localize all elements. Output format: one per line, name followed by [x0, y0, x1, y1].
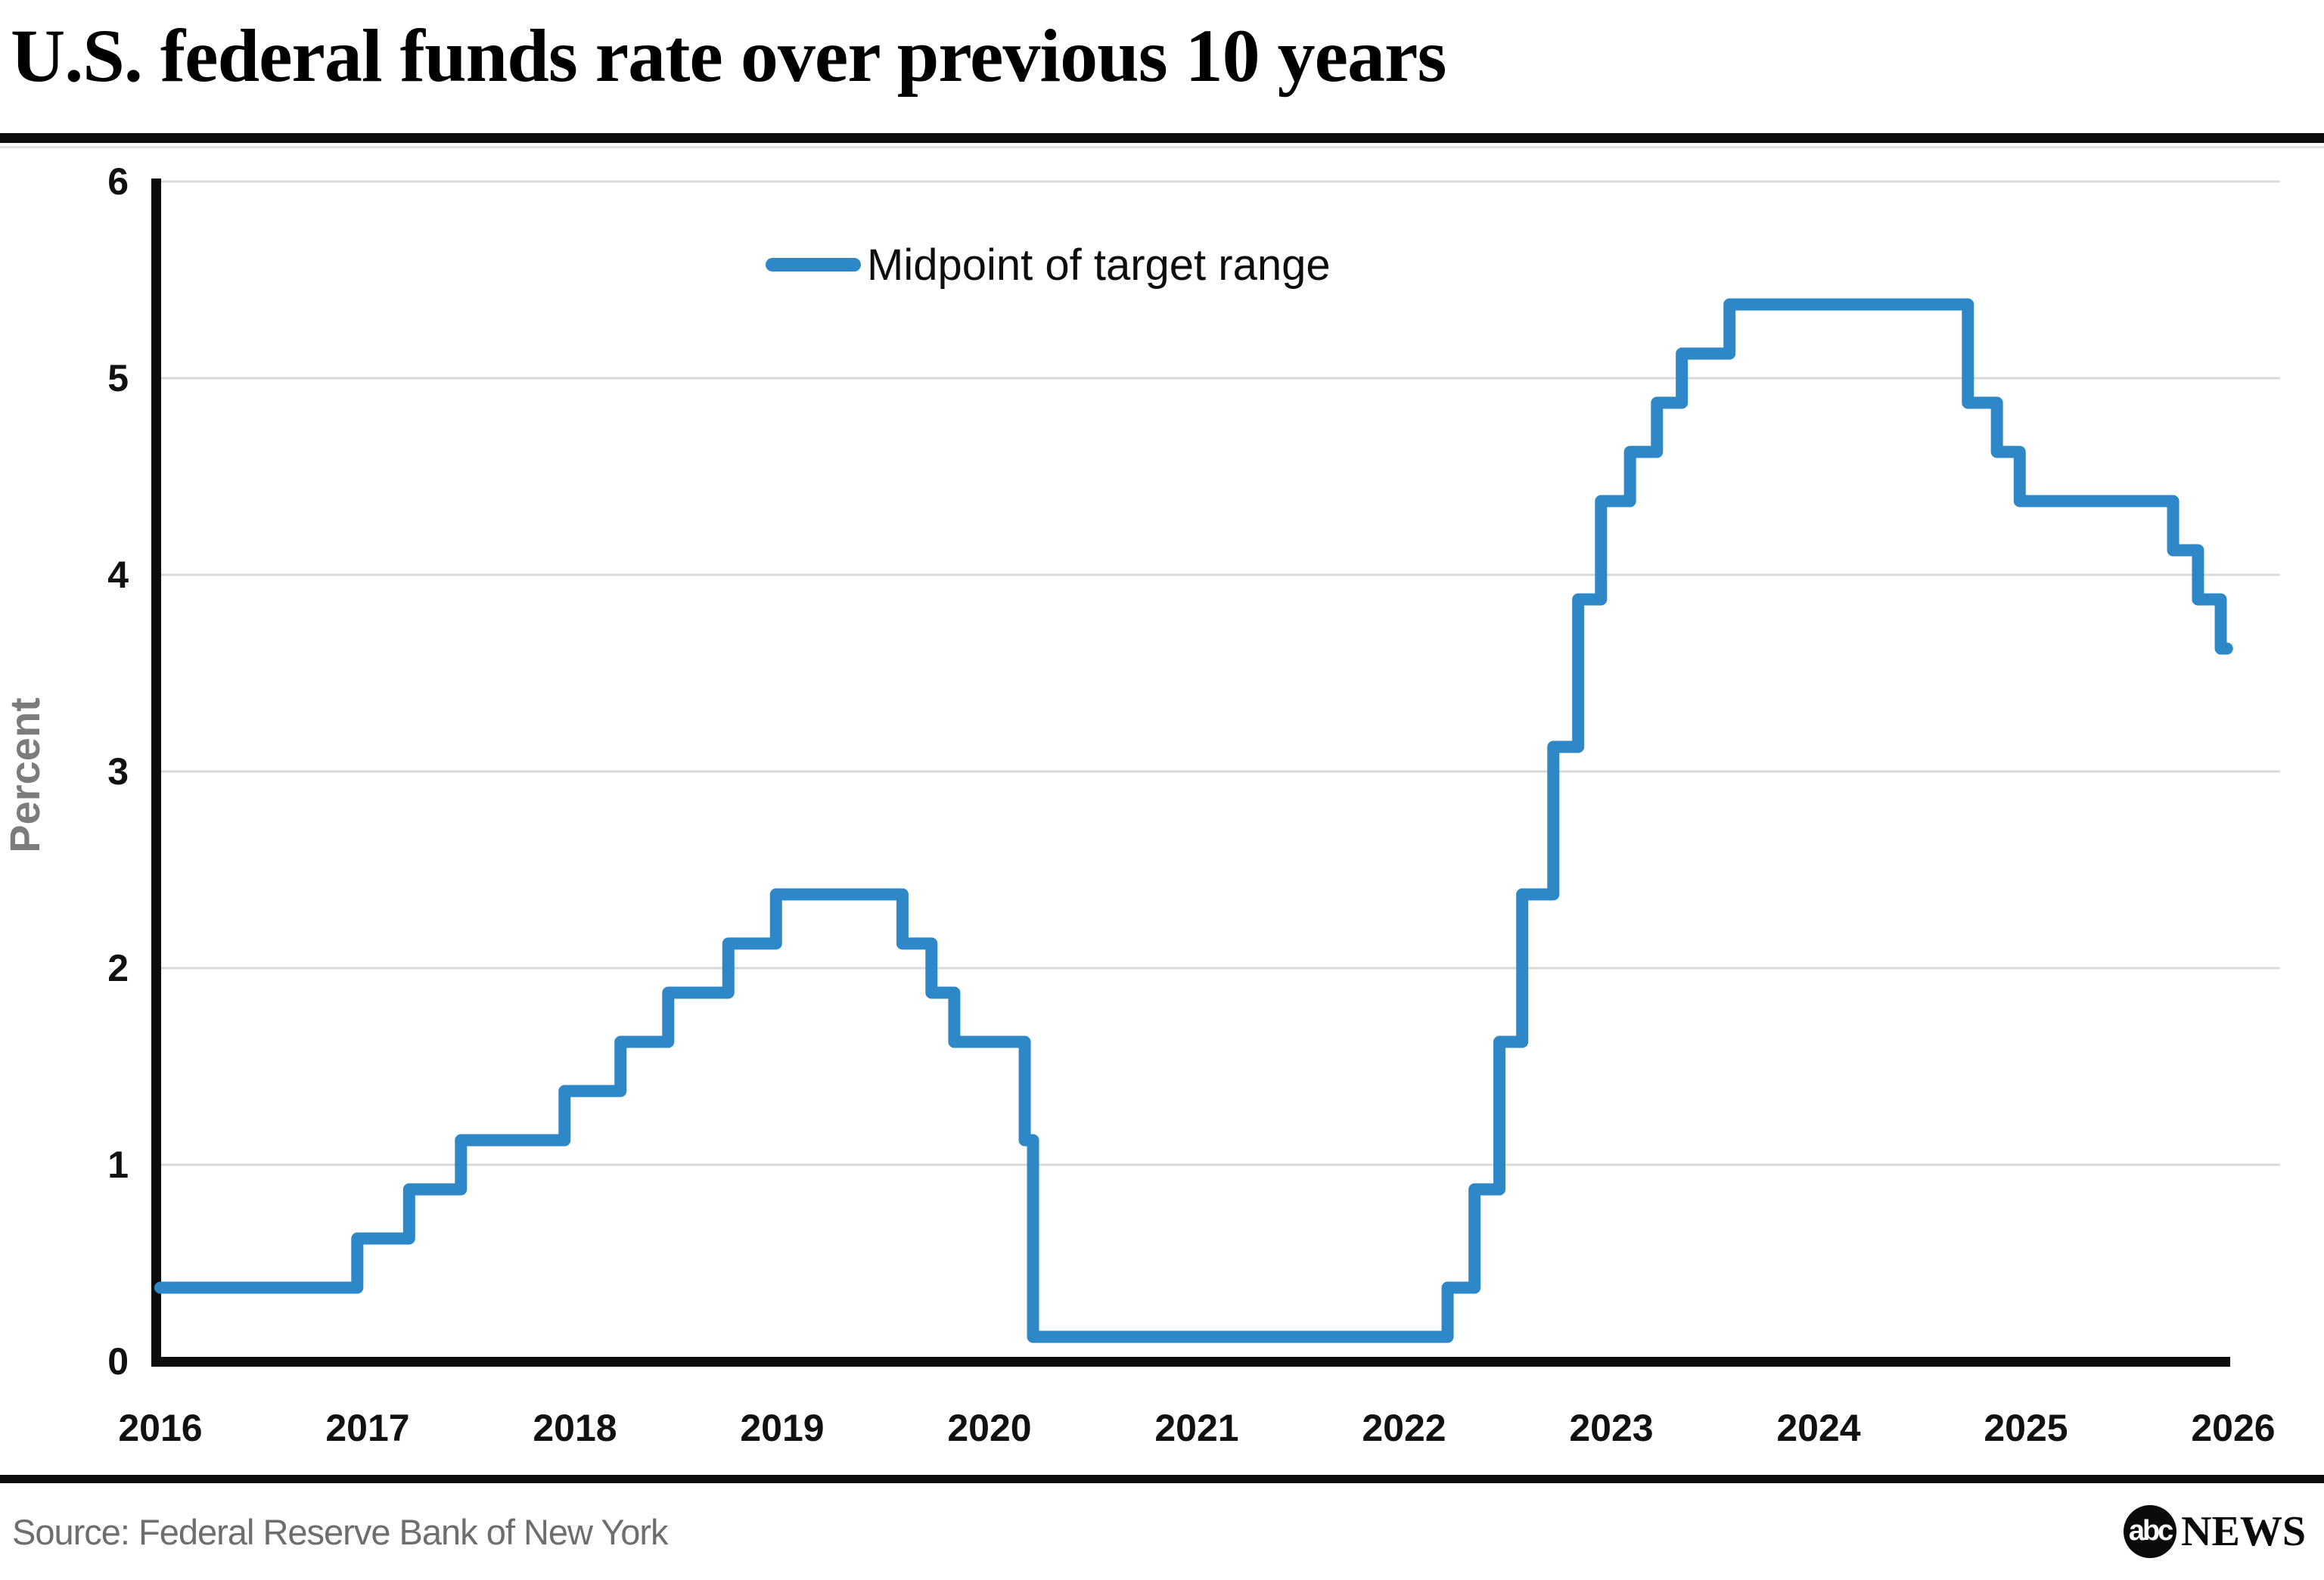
chart-card-top-border [0, 146, 2324, 148]
x-axis-line [151, 1357, 2230, 1367]
x-tick-label-2021: 2021 [1154, 1407, 1238, 1449]
x-tick-label-2023: 2023 [1569, 1407, 1653, 1449]
y-tick-label-0: 0 [107, 1340, 129, 1383]
y-tick-label-5: 5 [107, 357, 129, 399]
y-tick-label-4: 4 [107, 554, 129, 596]
source-credit: Source: Federal Reserve Bank of New York [12, 1511, 669, 1552]
x-tick-label-2020: 2020 [947, 1407, 1031, 1449]
abc-logo-text: abc [2128, 1514, 2174, 1547]
x-tick-label-2017: 2017 [325, 1407, 409, 1449]
abc-news-logo: abc NEWS [2124, 1505, 2306, 1558]
x-tick-label-2018: 2018 [533, 1407, 617, 1449]
y-tick-label-2: 2 [107, 947, 129, 989]
footer: Source: Federal Reserve Bank of New York… [0, 1483, 2324, 1580]
abc-logo-circle-icon: abc [2124, 1505, 2177, 1558]
x-tick-label-2025: 2025 [1984, 1407, 2068, 1449]
x-tick-label-2024: 2024 [1776, 1407, 1860, 1449]
news-logo-text: NEWS [2181, 1508, 2306, 1555]
x-tick-label-2026: 2026 [2191, 1407, 2275, 1449]
x-tick-label-2019: 2019 [740, 1407, 824, 1449]
legend-label: Midpoint of target range [867, 240, 1331, 290]
y-axis-title: Percent [1, 697, 48, 852]
y-tick-label-1: 1 [107, 1144, 129, 1186]
chart-bottom-rule [0, 1475, 2324, 1483]
x-tick-label-2016: 2016 [118, 1407, 202, 1449]
chart-legend: Midpoint of target range [766, 234, 1331, 295]
x-tick-label-2022: 2022 [1362, 1407, 1446, 1449]
y-tick-label-6: 6 [107, 160, 129, 203]
y-axis-line [151, 178, 161, 1367]
page-title: U.S. federal funds rate over previous 10… [11, 14, 1446, 98]
series-line-0 [154, 298, 2233, 1343]
title-divider-rule [0, 133, 2324, 143]
legend-line-swatch [766, 258, 861, 272]
y-tick-label-3: 3 [107, 750, 129, 793]
